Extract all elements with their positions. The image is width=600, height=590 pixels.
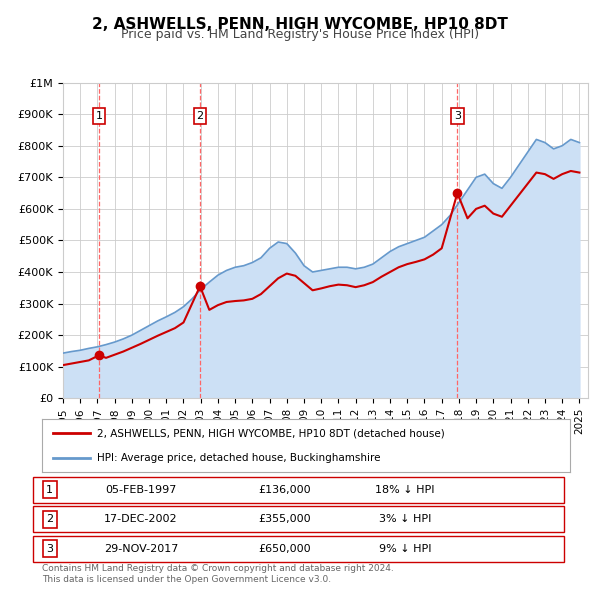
Text: 2, ASHWELLS, PENN, HIGH WYCOMBE, HP10 8DT (detached house): 2, ASHWELLS, PENN, HIGH WYCOMBE, HP10 8D… (97, 428, 445, 438)
Text: 3% ↓ HPI: 3% ↓ HPI (379, 514, 431, 524)
Text: £650,000: £650,000 (259, 544, 311, 553)
Text: 3: 3 (454, 111, 461, 121)
Text: 18% ↓ HPI: 18% ↓ HPI (375, 485, 435, 494)
Text: Contains HM Land Registry data © Crown copyright and database right 2024.: Contains HM Land Registry data © Crown c… (42, 565, 394, 573)
Text: 3: 3 (46, 544, 53, 553)
Text: 05-FEB-1997: 05-FEB-1997 (106, 485, 176, 494)
Text: 1: 1 (46, 485, 53, 494)
Text: This data is licensed under the Open Government Licence v3.0.: This data is licensed under the Open Gov… (42, 575, 331, 584)
Text: 2, ASHWELLS, PENN, HIGH WYCOMBE, HP10 8DT: 2, ASHWELLS, PENN, HIGH WYCOMBE, HP10 8D… (92, 17, 508, 31)
Text: 1: 1 (95, 111, 103, 121)
Text: 9% ↓ HPI: 9% ↓ HPI (379, 544, 431, 553)
Text: Price paid vs. HM Land Registry's House Price Index (HPI): Price paid vs. HM Land Registry's House … (121, 28, 479, 41)
Text: 17-DEC-2002: 17-DEC-2002 (104, 514, 178, 524)
Text: HPI: Average price, detached house, Buckinghamshire: HPI: Average price, detached house, Buck… (97, 453, 381, 463)
Text: 29-NOV-2017: 29-NOV-2017 (104, 544, 178, 553)
Text: 2: 2 (196, 111, 203, 121)
Text: £136,000: £136,000 (259, 485, 311, 494)
Text: £355,000: £355,000 (259, 514, 311, 524)
Text: 2: 2 (46, 514, 53, 524)
